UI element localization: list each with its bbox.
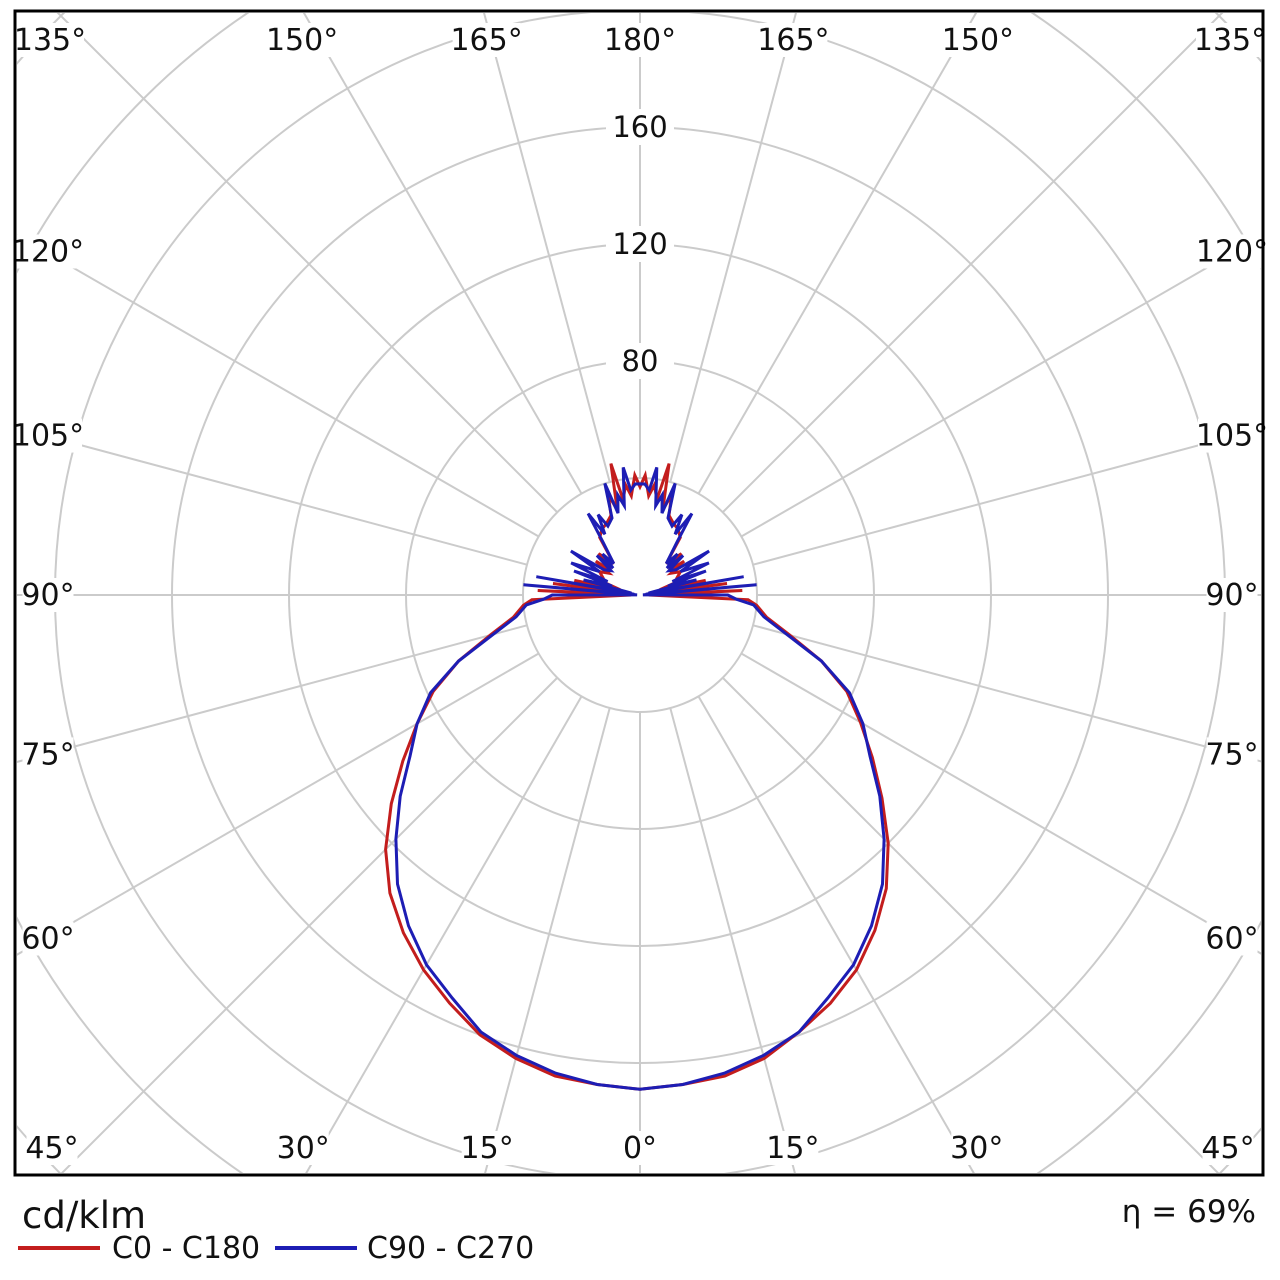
angle-label-bg — [1206, 921, 1258, 956]
radial-tick-label: 80 — [622, 344, 659, 378]
radial-tick-label: 160 — [612, 110, 667, 144]
angle-label-bg — [1206, 578, 1258, 612]
angle-label-bg — [1206, 737, 1258, 772]
angle-label-bg — [951, 1131, 1003, 1165]
angle-label-bg — [26, 1131, 78, 1165]
radial-tick-bg — [606, 343, 674, 379]
spoke-gridline — [60, 677, 558, 1173]
angle-label-bg — [606, 23, 674, 57]
radial-tick-bg — [606, 109, 674, 145]
angle-label: 15° — [461, 1131, 514, 1166]
spoke-gridline — [17, 427, 528, 566]
curve-c0-c180 — [384, 463, 890, 1091]
angle-label: 0° — [623, 1131, 657, 1166]
angle-label: 45° — [25, 1131, 78, 1166]
angle-label-bg — [1198, 418, 1266, 453]
angle-label-bg — [1202, 1131, 1254, 1165]
angle-label: 30° — [277, 1131, 330, 1166]
spoke-gridline — [17, 234, 540, 538]
spoke-gridline — [722, 13, 1224, 513]
legend-item-c90-c270: C90 - C270 — [275, 1231, 534, 1266]
legend-item-c0-c180: C0 - C180 — [18, 1231, 260, 1266]
spoke-gridline — [483, 13, 611, 483]
legend-label-c90-c270: C90 - C270 — [367, 1231, 534, 1266]
efficiency-label: η = 69% — [1122, 1194, 1256, 1230]
unit-label: cd/klm — [22, 1194, 146, 1237]
legend: C0 - C180 C90 - C270 — [18, 1231, 534, 1266]
angle-label: 90° — [21, 578, 74, 613]
angle-label: 180° — [604, 23, 676, 58]
angle-label-bg — [1198, 234, 1266, 269]
spoke-gridline — [740, 235, 1261, 538]
angle-label-bg — [767, 1131, 819, 1165]
angle-label-bg — [943, 23, 1012, 57]
radial-tick-label: 120 — [612, 227, 667, 261]
angle-label-bg — [14, 234, 82, 269]
spoke-gridline — [17, 652, 540, 956]
plot-frame — [13, 9, 1265, 1177]
angle-label: 15° — [766, 1131, 819, 1166]
angle-label: 30° — [950, 1131, 1003, 1166]
spoke-gridline — [740, 652, 1261, 955]
angle-label-bg — [759, 23, 828, 57]
spoke-gridline — [669, 707, 796, 1173]
spoke-gridline — [697, 13, 978, 495]
angle-label-bg — [277, 1131, 329, 1165]
spoke-gridline — [302, 13, 583, 495]
angle-label-bg — [461, 1131, 513, 1165]
spoke-gridline — [484, 707, 611, 1173]
angle-label-bg — [14, 418, 82, 453]
spoke-gridline — [752, 427, 1261, 566]
spoke-gridline — [305, 695, 583, 1173]
spoke-gridline — [17, 624, 528, 763]
angle-label-bg — [1196, 23, 1264, 57]
angle-label: 45° — [1201, 1131, 1254, 1166]
angle-label: 75° — [1205, 737, 1258, 772]
axis-label-layer: 0° 15° 30° 45° 60° 75° 90° 105° 120° 135° 150° 165°… — [12, 23, 1268, 1166]
angle-label-bg — [16, 23, 84, 57]
spoke-gridline — [722, 677, 1220, 1173]
angle-label: 135° — [14, 23, 86, 58]
angle-label: 120° — [12, 234, 84, 269]
radial-tick-bg — [606, 226, 674, 262]
spoke-gridline — [752, 624, 1261, 763]
angle-label: 165° — [757, 23, 829, 58]
legend-label-c0-c180: C0 - C180 — [112, 1231, 260, 1266]
angle-label-bg — [22, 578, 74, 612]
angle-label: 90° — [1205, 578, 1258, 613]
curve-c90-c270 — [394, 466, 886, 1091]
angle-label: 150° — [942, 23, 1014, 58]
angle-label-bg — [623, 1131, 657, 1165]
angle-label: 105° — [1196, 419, 1268, 454]
spoke-gridline — [669, 13, 797, 483]
angle-label-bg — [22, 921, 74, 956]
angle-label: 165° — [450, 23, 522, 58]
angle-label-bg — [22, 737, 74, 772]
angle-label: 150° — [266, 23, 338, 58]
angle-label: 75° — [21, 737, 74, 772]
angle-label: 135° — [1194, 23, 1266, 58]
angle-label: 120° — [1196, 234, 1268, 269]
spoke-gridline — [697, 695, 975, 1173]
angle-label: 60° — [21, 922, 74, 957]
angle-label-bg — [452, 23, 521, 57]
angle-label-bg — [268, 23, 337, 57]
angle-label: 60° — [1205, 922, 1258, 957]
spoke-gridline — [56, 13, 558, 513]
angle-label: 105° — [12, 419, 84, 454]
